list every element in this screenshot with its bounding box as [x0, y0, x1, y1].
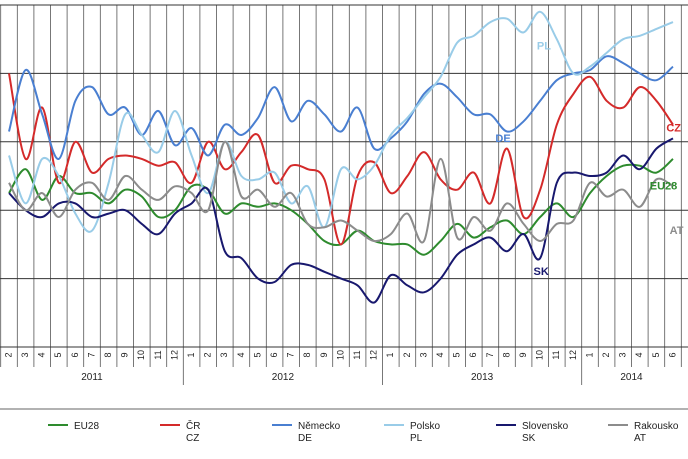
series-end-label-2: DE — [495, 133, 510, 145]
legend-label-3: Polsko — [410, 421, 440, 432]
month-tick-label: 2 — [601, 352, 611, 357]
month-tick-label: 4 — [634, 352, 644, 357]
legend-label-0: EU28 — [74, 421, 99, 432]
series-end-labels: EU28 CZ DE PL SK AT — [495, 40, 683, 278]
month-tick-label: 12 — [369, 350, 379, 360]
legend-label-1: ČR — [186, 419, 200, 432]
month-tick-label: 5 — [651, 352, 661, 357]
series-line-4 — [8, 137, 674, 304]
month-tick-label: 11 — [153, 350, 163, 359]
month-tick-label: 6 — [269, 352, 279, 357]
month-tick-label: 10 — [136, 350, 146, 360]
month-tick-label: 4 — [236, 352, 246, 357]
month-tick-label: 1 — [186, 352, 196, 357]
vertical-gridlines — [0, 5, 682, 367]
series-line-2 — [8, 55, 674, 160]
month-tick-labels: 2 3 4 5 6 7 8 9 10 11 12 1 2 3 4 5 6 7 8 9 10 11 12 1 2 3 4 5 6 7 8 9 10… — [3, 350, 677, 360]
legend-label-2: DE — [298, 433, 312, 444]
year-label-2012: 2012 — [272, 372, 295, 383]
month-tick-label: 3 — [20, 352, 30, 357]
month-tick-label: 3 — [418, 352, 428, 357]
series-end-label-1: CZ — [666, 123, 681, 135]
series-end-label-4: SK — [534, 266, 549, 278]
month-tick-label: 8 — [103, 352, 113, 357]
horizontal-gridlines — [0, 4, 688, 348]
month-tick-label: 4 — [435, 352, 445, 357]
month-tick-label: 3 — [219, 352, 229, 357]
month-tick-label: 9 — [120, 352, 130, 357]
legend-label-1: CZ — [186, 433, 199, 444]
legend-label-3: PL — [410, 433, 423, 444]
year-label-2013: 2013 — [471, 372, 494, 383]
month-tick-label: 2 — [3, 352, 13, 357]
month-tick-label: 2 — [203, 352, 213, 357]
month-tick-label: 6 — [468, 352, 478, 357]
month-tick-label: 4 — [37, 352, 47, 357]
series-lines — [8, 10, 674, 304]
month-tick-label: 9 — [518, 352, 528, 357]
month-tick-label: 11 — [352, 350, 362, 359]
month-tick-label: 11 — [551, 350, 561, 359]
legend-label-4: Slovensko — [522, 421, 569, 432]
series-end-label-0: EU28 — [650, 181, 678, 193]
year-labels: 2011 2012 2013 2014 — [81, 367, 643, 385]
month-tick-label: 1 — [584, 352, 594, 357]
year-label-2014: 2014 — [620, 372, 643, 383]
month-tick-label: 8 — [302, 352, 312, 357]
month-tick-label: 7 — [86, 352, 96, 357]
month-tick-label: 5 — [452, 352, 462, 357]
month-tick-label: 2 — [402, 352, 412, 357]
month-tick-label: 5 — [252, 352, 262, 357]
year-label-2011: 2011 — [81, 372, 103, 383]
series-end-label-5: AT — [670, 225, 684, 237]
legend-label-5: AT — [634, 433, 646, 444]
month-tick-label: 6 — [70, 352, 80, 357]
month-tick-label: 1 — [385, 352, 395, 357]
legend-label-2: Německo — [298, 421, 341, 432]
month-tick-label: 3 — [618, 352, 628, 357]
month-tick-label: 6 — [667, 352, 677, 357]
series-end-label-3: PL — [537, 40, 551, 52]
series-line-5 — [8, 140, 674, 244]
legend-label-5: Rakousko — [634, 421, 679, 432]
month-tick-label: 8 — [501, 352, 511, 357]
series-line-3 — [8, 10, 674, 233]
month-tick-label: 12 — [568, 350, 578, 360]
legend-label-4: SK — [522, 433, 536, 444]
month-tick-label: 7 — [286, 352, 296, 357]
month-tick-label: 5 — [53, 352, 63, 357]
month-tick-label: 10 — [535, 350, 545, 360]
month-tick-label: 12 — [169, 350, 179, 360]
month-tick-label: 10 — [335, 350, 345, 360]
month-tick-label: 9 — [319, 352, 329, 357]
month-tick-label: 7 — [485, 352, 495, 357]
